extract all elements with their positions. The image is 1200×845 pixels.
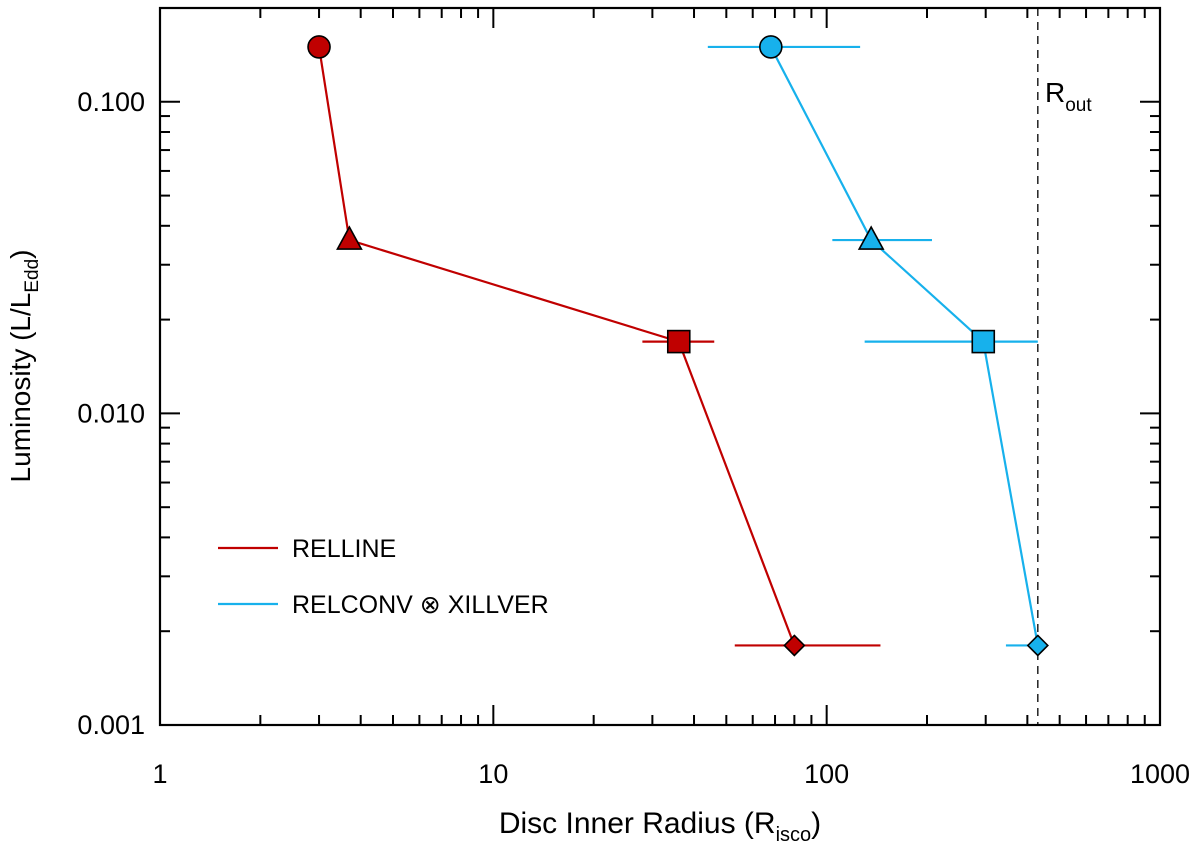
x-tick-label: 100 (804, 759, 849, 789)
series-line (769, 46, 1039, 646)
series-group (307, 35, 1049, 657)
y-axis-label-end: ) (5, 249, 36, 258)
y-tick-label: 0.100 (77, 87, 145, 117)
x-axis-label-main: Disc Inner Radius (R (499, 807, 776, 840)
y-axis-label-subscript: Edd (22, 259, 43, 293)
x-tick-label: 1 (152, 759, 167, 789)
reference-line-label-main: R (1045, 77, 1065, 108)
legend-label: RELLINE (292, 535, 396, 563)
triangle-marker (857, 225, 885, 250)
y-tick-label: 0.010 (77, 398, 145, 428)
diamond-marker (1026, 634, 1049, 657)
circle-marker (759, 35, 783, 59)
series-line (317, 46, 796, 646)
square-marker (971, 329, 996, 354)
reference-line-label-subscript: out (1065, 95, 1092, 116)
triangle-marker (336, 225, 363, 250)
legend-label: RELCONV ⊗ XILLVER (292, 591, 549, 619)
y-axis-label: Luminosity (L/LEdd) (5, 249, 43, 482)
reference-line-label: Rout (1045, 77, 1092, 116)
axes: 1 10 100 1000 0.001 0.010 0.100 (77, 6, 1190, 789)
x-axis-label-subscript: isco (776, 824, 812, 845)
square-marker (666, 329, 691, 354)
series-1 (307, 35, 881, 657)
x-axis-label-end: ) (811, 807, 821, 840)
y-axis-label-main: Luminosity (L/L (5, 293, 36, 483)
x-axis-label: Disc Inner Radius (Risco) (499, 807, 821, 845)
legend: RELLINE RELCONV ⊗ XILLVER (218, 535, 549, 619)
x-tick-label: 1000 (1130, 759, 1190, 789)
series-2 (707, 35, 1049, 657)
diamond-marker (783, 634, 806, 657)
x-tick-label: 10 (478, 759, 508, 789)
y-tick-label: 0.001 (77, 710, 145, 740)
circle-marker (307, 35, 331, 59)
plot-frame (158, 6, 1162, 727)
